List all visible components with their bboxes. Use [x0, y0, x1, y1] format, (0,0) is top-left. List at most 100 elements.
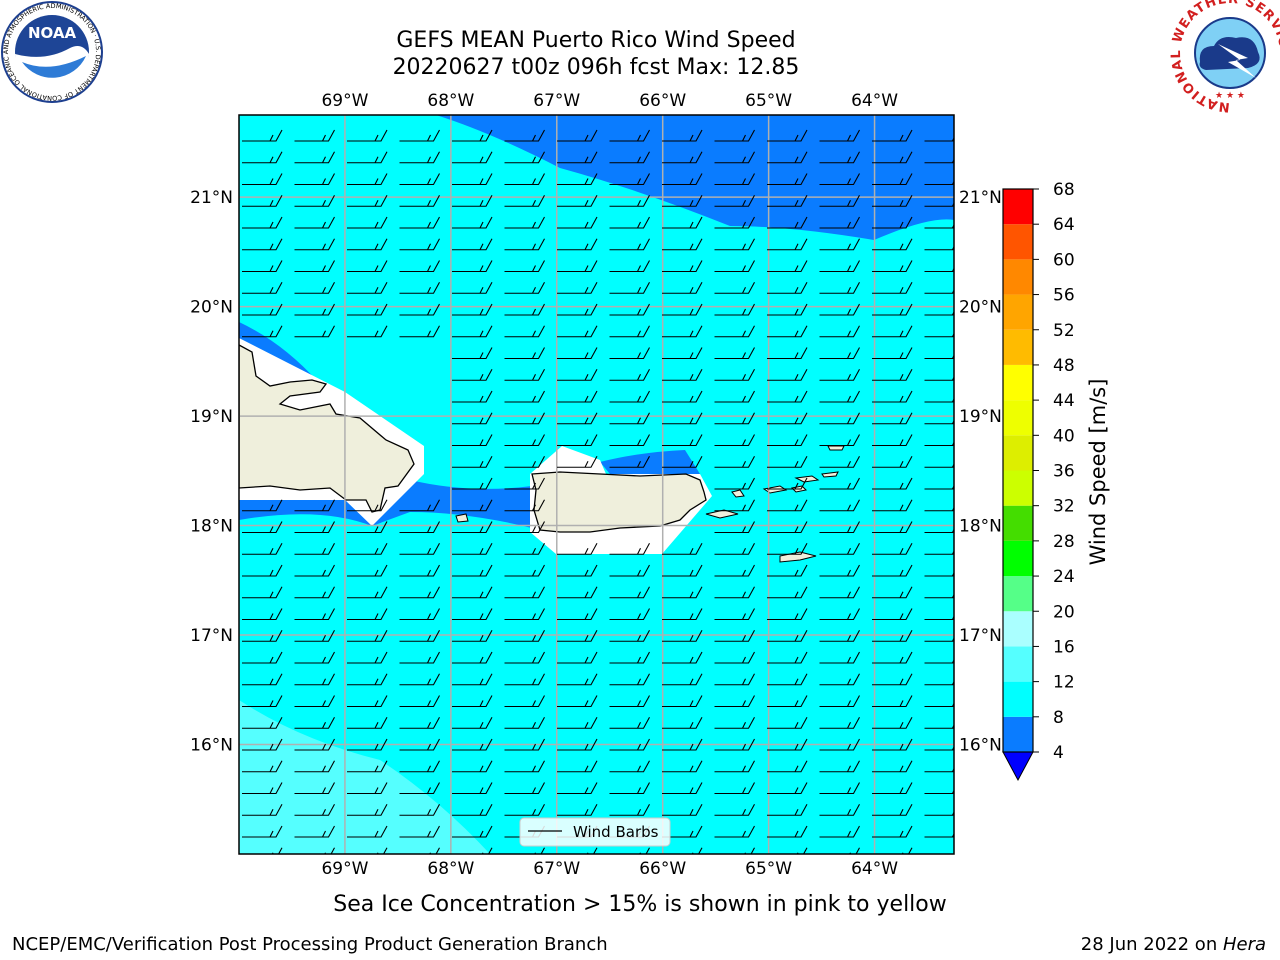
wind-barb [767, 434, 808, 447]
wind-barb [924, 463, 954, 468]
wind-barb [767, 281, 808, 294]
wind-barb [662, 716, 703, 729]
footer-credit: NCEP/EMC/Verification Post Processing Pr… [12, 934, 608, 955]
wind-barb [399, 260, 440, 273]
wind-barb [242, 499, 283, 512]
lon-tick-label-top: 68°W [427, 91, 474, 111]
lat-tick-label-right: 21°N [959, 188, 1002, 208]
lat-tick-label-left: 20°N [190, 298, 233, 318]
wind-barb [347, 325, 388, 338]
wind-barb [347, 194, 388, 207]
wind-barb [452, 455, 493, 468]
wind-barb [872, 803, 913, 816]
colorbar-under-triangle [1002, 751, 1034, 782]
wind-barb [819, 542, 860, 555]
colorbar-bin-52-56 [1003, 294, 1033, 330]
wind-barb [819, 260, 860, 273]
wind-barb [399, 281, 440, 294]
footer-machine: Hera [1223, 934, 1266, 955]
wind-barb [767, 477, 808, 490]
wind-barb [399, 499, 440, 512]
wind-barb [609, 216, 650, 229]
wind-barb [452, 412, 493, 425]
wind-barb [609, 303, 650, 316]
wind-barb [714, 368, 755, 381]
wind-barb [557, 281, 598, 294]
wind-barb [924, 680, 954, 686]
wind-barb [452, 651, 493, 664]
wind-barb [767, 173, 808, 186]
wind-barb [662, 586, 703, 599]
lat-tick-label-right: 19°N [959, 407, 1002, 427]
wind-barb [557, 173, 598, 186]
land-mona-island [455, 513, 469, 523]
wind-barb [872, 129, 913, 142]
wind-barb [294, 521, 335, 534]
wind-barb [819, 586, 860, 599]
land-sombrero [827, 445, 845, 451]
wind-barb [452, 173, 493, 186]
wind-barb [662, 216, 703, 229]
wind-barb [557, 542, 598, 555]
wind-barb [767, 673, 808, 686]
wind-barb-legend: Wind Barbs [519, 817, 671, 847]
wind-barb [662, 151, 703, 164]
wind-barb [714, 281, 755, 294]
wind-barb [767, 608, 808, 621]
wind-barb [662, 760, 703, 773]
wind-barb [242, 608, 283, 621]
wind-barb [347, 129, 388, 142]
colorbar-tick-label: 20 [1053, 602, 1075, 622]
wind-barb [924, 310, 954, 316]
wind-barb [294, 825, 335, 838]
wind-barb [242, 651, 283, 664]
wind-barb [609, 412, 650, 425]
wind-barb [242, 673, 283, 686]
land-anegada [821, 471, 839, 478]
wind-barb [662, 673, 703, 686]
wind-barb [609, 173, 650, 186]
wind-barb [662, 434, 703, 447]
wind-barb [767, 325, 808, 338]
wind-barb [924, 506, 954, 512]
wind-barb [557, 412, 598, 425]
wind-barb [714, 760, 755, 773]
wind-barb [767, 825, 808, 838]
wind-barb [872, 347, 913, 360]
wind-barb [242, 129, 283, 142]
wind-barb [452, 368, 493, 381]
wind-barb [819, 194, 860, 207]
wind-barb [767, 521, 808, 534]
wind-barb [504, 760, 545, 773]
wind-barb [924, 637, 954, 642]
wind-barb [767, 695, 808, 708]
wind-barb [872, 608, 913, 621]
wind-barb [714, 542, 755, 555]
wind-barb [557, 673, 598, 686]
wind-barb [662, 782, 703, 795]
wind-barb [452, 477, 493, 490]
wind-barb [504, 542, 545, 555]
wind-barb [557, 260, 598, 273]
wind-barb [452, 151, 493, 164]
wind-barb [557, 651, 598, 664]
wind-barb [819, 651, 860, 664]
colorbar-bin-24-28 [1003, 540, 1033, 577]
lon-tick-label-top: 66°W [639, 91, 686, 111]
wind-barb [609, 368, 650, 381]
wind-barb [714, 564, 755, 577]
wind-barb [872, 303, 913, 316]
wind-barb [452, 542, 493, 555]
wind-barb [819, 782, 860, 795]
wind-barb [714, 260, 755, 273]
wind-barb [347, 695, 388, 708]
wind-barb [819, 499, 860, 512]
wind-barb [557, 238, 598, 251]
wind-barb [347, 586, 388, 599]
wind-barb [609, 194, 650, 207]
wind-barb [924, 528, 954, 534]
wind-barb [609, 586, 650, 599]
lat-tick-label-left: 16°N [190, 736, 233, 756]
colorbar-tick-label: 40 [1053, 426, 1075, 446]
colorbar-bin-8-12 [1003, 681, 1033, 717]
